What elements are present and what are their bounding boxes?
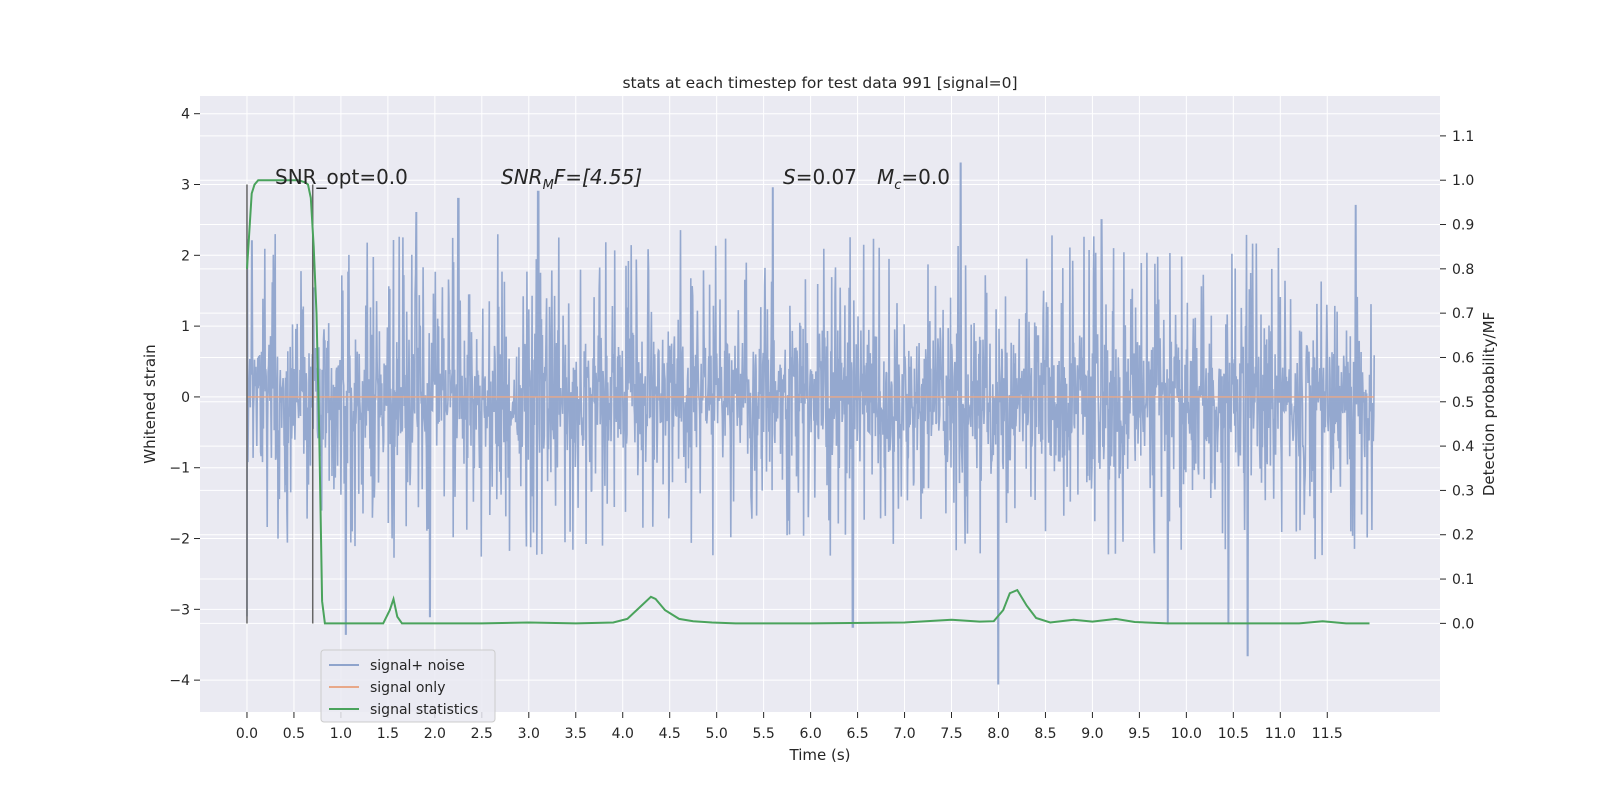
annotation-mc-sub: c xyxy=(894,178,901,193)
x-tick-label: 7.5 xyxy=(940,726,962,742)
legend: signal+ noise signal only signal statistic… xyxy=(320,649,496,723)
chart-title: stats at each timestep for test data 991… xyxy=(622,74,1017,92)
right-axis-ticks: 1.1 1.0 0.9 0.8 0.7 0.6 0.5 0.4 0.3 0.2 0.1 0.0 xyxy=(1440,129,1474,632)
x-tick-label: 10.5 xyxy=(1218,726,1249,742)
x-tick-label: 2.5 xyxy=(471,726,493,742)
y-right-tick-label: 0.5 xyxy=(1452,395,1474,411)
y-tick-label: 4 xyxy=(181,107,190,123)
y-right-tick-label: 1.1 xyxy=(1452,129,1474,145)
signal-noise-line xyxy=(246,162,1375,685)
y-right-tick-label: 0.8 xyxy=(1452,262,1474,278)
annotation-s: S=0.07 xyxy=(783,165,857,189)
y-right-tick-label: 0.0 xyxy=(1452,616,1474,632)
annotation-snr-mf-sub: M xyxy=(543,178,554,193)
signal-statistics-series xyxy=(246,179,1370,625)
annotation-snr-mf: SNRMF=[4.55] xyxy=(501,165,642,193)
x-tick-label: 3.0 xyxy=(518,726,540,742)
annotation-mc-value: =0.0 xyxy=(901,165,950,189)
y-right-tick-label: 0.2 xyxy=(1452,528,1474,544)
y-right-tick-label: 0.6 xyxy=(1452,350,1474,366)
x-tick-label: 0.0 xyxy=(236,726,258,742)
y-right-tick-label: 1.0 xyxy=(1452,173,1474,189)
legend-label: signal only xyxy=(370,680,445,696)
y-tick-label: −3 xyxy=(169,602,190,618)
annotation-mc: Mc=0.0 xyxy=(877,165,950,193)
x-tick-label: 10.0 xyxy=(1171,726,1202,742)
y-right-tick-label: 0.7 xyxy=(1452,306,1474,322)
y-tick-label: 2 xyxy=(181,248,190,264)
left-axis-ticks: 4 3 2 1 0 −1 −2 −3 −4 xyxy=(169,107,200,689)
x-tick-label: 8.0 xyxy=(987,726,1009,742)
x-tick-label: 6.5 xyxy=(846,726,868,742)
y-tick-label: −2 xyxy=(169,532,190,548)
y-right-tick-label: 0.3 xyxy=(1452,483,1474,499)
signal-statistics-line xyxy=(246,179,1370,625)
legend-label: signal+ noise xyxy=(370,658,465,674)
x-tick-label: 2.0 xyxy=(424,726,446,742)
y-right-tick-label: 0.9 xyxy=(1452,218,1474,234)
x-tick-label: 3.5 xyxy=(565,726,587,742)
x-tick-label: 4.0 xyxy=(612,726,634,742)
x-tick-label: 6.0 xyxy=(799,726,821,742)
signal-noise-series xyxy=(246,162,1375,685)
y-axis-label: Whitened strain xyxy=(141,344,159,463)
annotation-snr-opt: SNR_opt=0.0 xyxy=(275,165,408,189)
x-tick-label: 0.5 xyxy=(283,726,305,742)
y-tick-label: −4 xyxy=(169,673,190,689)
bottom-axis-ticks: 0.0 0.5 1.0 1.5 2.0 2.5 3.0 3.5 4.0 4.5 5.0 5.5 6.0 6… xyxy=(236,712,1343,742)
x-tick-label: 5.0 xyxy=(706,726,728,742)
y-tick-label: 0 xyxy=(181,390,190,406)
x-tick-label: 1.5 xyxy=(377,726,399,742)
annotation-s-main: S xyxy=(783,165,796,189)
x-tick-label: 8.5 xyxy=(1034,726,1056,742)
legend-label: signal statistics xyxy=(370,702,478,718)
legend-box xyxy=(320,649,496,723)
x-tick-label: 5.5 xyxy=(753,726,775,742)
annotation-mc-main: M xyxy=(877,165,894,189)
annotation-snr-mf-main: SNR xyxy=(501,165,543,189)
x-tick-label: 4.5 xyxy=(659,726,681,742)
annotation-snr-mf-rest: F=[4.55] xyxy=(554,165,642,189)
x-tick-label: 1.0 xyxy=(330,726,352,742)
x-tick-label: 11.5 xyxy=(1312,726,1343,742)
y-tick-label: 3 xyxy=(181,178,190,194)
y-tick-label: −1 xyxy=(169,461,190,477)
y-tick-label: 1 xyxy=(181,319,190,335)
x-tick-label: 9.0 xyxy=(1081,726,1103,742)
y-right-tick-label: 0.4 xyxy=(1452,439,1474,455)
y-axis-right-label: Detection probability/MF xyxy=(1480,312,1498,496)
y-right-tick-label: 0.1 xyxy=(1452,572,1474,588)
x-axis-label: Time (s) xyxy=(789,746,851,764)
x-tick-label: 11.0 xyxy=(1265,726,1296,742)
x-tick-label: 7.0 xyxy=(893,726,915,742)
x-tick-label: 9.5 xyxy=(1128,726,1150,742)
annotation-s-value: =0.07 xyxy=(796,165,857,189)
